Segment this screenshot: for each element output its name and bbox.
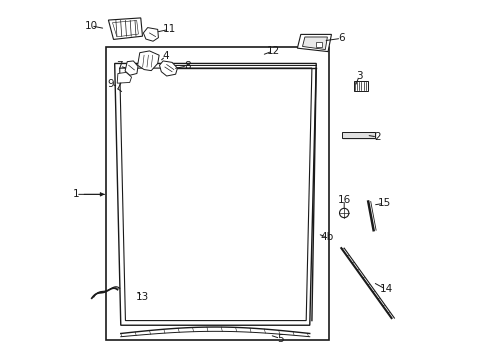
Polygon shape [302,37,326,50]
Polygon shape [108,18,142,40]
Polygon shape [137,51,159,71]
Text: 10: 10 [84,21,98,31]
Polygon shape [117,72,131,83]
Text: 1: 1 [73,189,79,199]
Bar [342,132,374,138]
Text: 12: 12 [266,46,279,56]
Text: 6: 6 [337,33,344,43]
Polygon shape [159,61,177,76]
Polygon shape [297,35,331,51]
Text: 4b: 4b [320,232,333,242]
Bar [353,81,367,91]
Circle shape [339,208,348,218]
Text: 4: 4 [162,51,168,61]
Text: 13: 13 [135,292,149,302]
Text: 11: 11 [162,24,176,35]
Text: 3: 3 [355,71,362,81]
Polygon shape [143,28,158,41]
Text: 5: 5 [277,333,283,343]
Polygon shape [125,61,138,75]
Bar [106,47,328,339]
Text: 16: 16 [337,195,350,205]
Text: 15: 15 [377,198,390,208]
Text: 7: 7 [116,61,123,71]
Bar [316,41,321,46]
Text: 2: 2 [373,132,380,142]
Bar [343,133,375,139]
Text: 14: 14 [379,284,392,294]
Text: 9: 9 [107,79,114,89]
Text: 8: 8 [183,61,190,71]
